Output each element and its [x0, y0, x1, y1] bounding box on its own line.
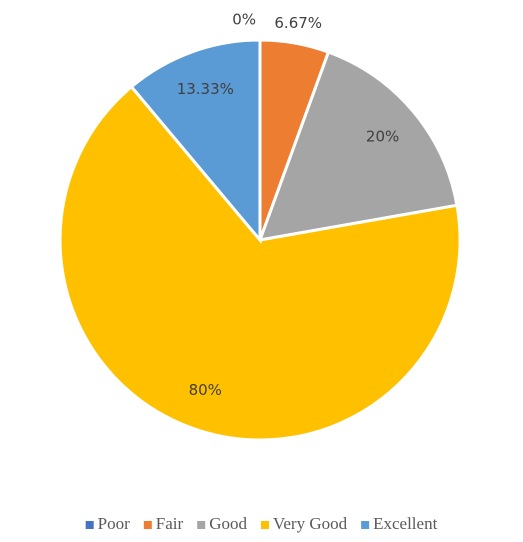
pie-slice — [129, 38, 262, 245]
pie-slice — [257, 50, 459, 242]
legend-marker — [85, 521, 94, 529]
legend-marker — [143, 521, 152, 529]
pie-slice — [58, 84, 462, 442]
legend-marker — [260, 521, 269, 529]
legend-marker — [197, 521, 206, 529]
legend-label: Very Good — [273, 514, 348, 533]
legend-label: Poor — [98, 514, 130, 533]
data-label: 13.33% — [177, 80, 234, 98]
data-label: 6.67% — [274, 14, 322, 32]
legend-label: Fair — [156, 514, 184, 533]
legend-marker — [361, 521, 370, 529]
data-label: 20% — [366, 128, 399, 146]
legend-label: Excellent — [373, 514, 437, 533]
data-label: 0% — [232, 11, 256, 29]
legend-label: Good — [209, 514, 247, 533]
data-label: 80% — [189, 381, 222, 399]
